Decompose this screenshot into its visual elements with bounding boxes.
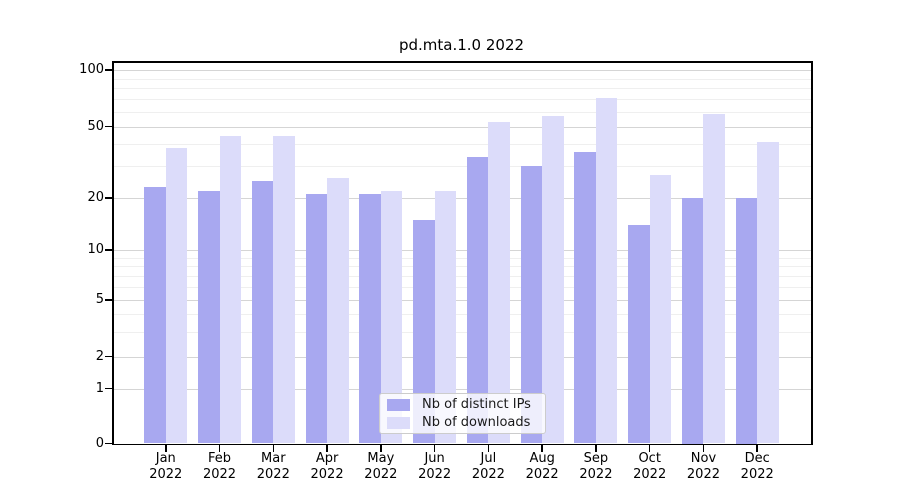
- y-tick-label: 50: [87, 118, 104, 134]
- y-tick: [105, 355, 112, 358]
- x-tick-label: Mar 2022: [256, 451, 290, 482]
- minor-gridline: [112, 286, 811, 288]
- x-tick: [433, 445, 436, 453]
- major-gridline: [112, 300, 811, 301]
- minor-gridline: [112, 143, 811, 145]
- major-gridline: [112, 250, 811, 251]
- legend-item-downloads: Nb of downloads: [387, 415, 545, 430]
- minor-gridline: [112, 111, 811, 113]
- legend: Nb of distinct IPs Nb of downloads: [379, 393, 546, 434]
- y-tick: [105, 249, 112, 251]
- x-tick: [702, 445, 705, 453]
- x-tick-label: Aug 2022: [525, 451, 559, 482]
- bar-downloads: [488, 121, 510, 444]
- bar-distinct-ips: [681, 198, 704, 444]
- y-tick: [105, 69, 112, 71]
- x-tick-label: Nov 2022: [686, 451, 720, 482]
- bar-distinct-ips: [466, 156, 489, 444]
- x-tick: [326, 445, 328, 453]
- x-tick: [165, 445, 167, 453]
- bar-distinct-ips: [251, 180, 274, 444]
- legend-swatch-downloads: [387, 416, 410, 429]
- x-tick: [595, 445, 597, 453]
- minor-gridline: [112, 313, 811, 315]
- bar-distinct-ips: [198, 190, 220, 444]
- x-tick-label: May 2022: [364, 451, 398, 482]
- bar-distinct-ips: [735, 198, 758, 444]
- major-gridline: [112, 126, 811, 128]
- legend-item-distinct-ips: Nb of distinct IPs: [387, 397, 545, 412]
- bar-downloads: [542, 115, 564, 444]
- y-tick-label: 2: [95, 348, 104, 364]
- x-tick: [380, 445, 382, 453]
- minor-gridline: [112, 257, 811, 259]
- legend-label-downloads: Nb of downloads: [422, 415, 531, 430]
- y-tick: [105, 387, 112, 390]
- y-tick-label: 0: [95, 435, 104, 451]
- x-tick: [487, 445, 490, 453]
- bar-distinct-ips: [520, 166, 543, 444]
- bar-downloads: [649, 174, 672, 444]
- x-tick-label: Jul 2022: [471, 451, 505, 482]
- axis-spine-left: [112, 61, 114, 446]
- x-tick-label: Oct 2022: [633, 451, 667, 482]
- bar-downloads: [273, 136, 295, 444]
- x-tick: [218, 445, 221, 453]
- minor-gridline: [112, 331, 811, 333]
- bar-downloads: [595, 97, 618, 444]
- x-tick: [648, 445, 651, 453]
- x-tick-label: Dec 2022: [740, 451, 774, 482]
- major-gridline: [112, 388, 811, 390]
- y-tick: [105, 442, 112, 445]
- bar-downloads: [327, 177, 349, 444]
- bar-downloads: [380, 190, 403, 444]
- y-tick: [105, 197, 112, 199]
- y-tick-label: 5: [95, 292, 104, 307]
- bar-distinct-ips: [413, 219, 435, 444]
- minor-gridline: [112, 275, 811, 277]
- y-tick: [105, 125, 112, 128]
- y-tick-label: 20: [87, 190, 104, 205]
- minor-gridline: [112, 166, 811, 168]
- x-tick-label: Jun 2022: [418, 451, 452, 482]
- bar-distinct-ips: [305, 194, 328, 444]
- x-tick: [541, 445, 543, 453]
- bar-downloads: [434, 190, 457, 444]
- bar-distinct-ips: [628, 224, 650, 444]
- x-tick-label: Sep 2022: [579, 451, 613, 482]
- minor-gridline: [112, 88, 811, 90]
- bar-distinct-ips: [574, 152, 596, 444]
- bar-downloads: [757, 141, 779, 444]
- x-tick-label: Apr 2022: [310, 451, 344, 482]
- y-tick-label: 100: [79, 62, 104, 77]
- axis-spine-top: [112, 61, 813, 63]
- minor-gridline: [112, 266, 811, 268]
- bar-distinct-ips: [144, 187, 166, 444]
- major-gridline: [112, 70, 811, 71]
- axis-spine-bottom: [112, 443, 813, 446]
- minor-gridline: [112, 99, 811, 101]
- y-tick-label: 1: [95, 380, 104, 396]
- legend-swatch-distinct-ips: [387, 398, 410, 411]
- x-tick: [756, 445, 758, 453]
- axis-spine-right: [811, 61, 813, 446]
- bar-downloads: [703, 114, 725, 444]
- bar-downloads: [219, 136, 242, 444]
- legend-label-distinct-ips: Nb of distinct IPs: [422, 397, 531, 412]
- major-gridline: [112, 356, 811, 358]
- x-tick-label: Jan 2022: [149, 451, 183, 482]
- chart-title: pd.mta.1.0 2022: [398, 36, 525, 54]
- bar-distinct-ips: [359, 194, 381, 444]
- major-gridline: [112, 198, 811, 199]
- y-tick-label: 10: [87, 242, 104, 257]
- bar-downloads: [165, 147, 188, 444]
- x-tick-label: Feb 2022: [202, 451, 237, 482]
- y-tick: [105, 299, 112, 301]
- minor-gridline: [112, 78, 811, 80]
- x-tick: [272, 445, 275, 453]
